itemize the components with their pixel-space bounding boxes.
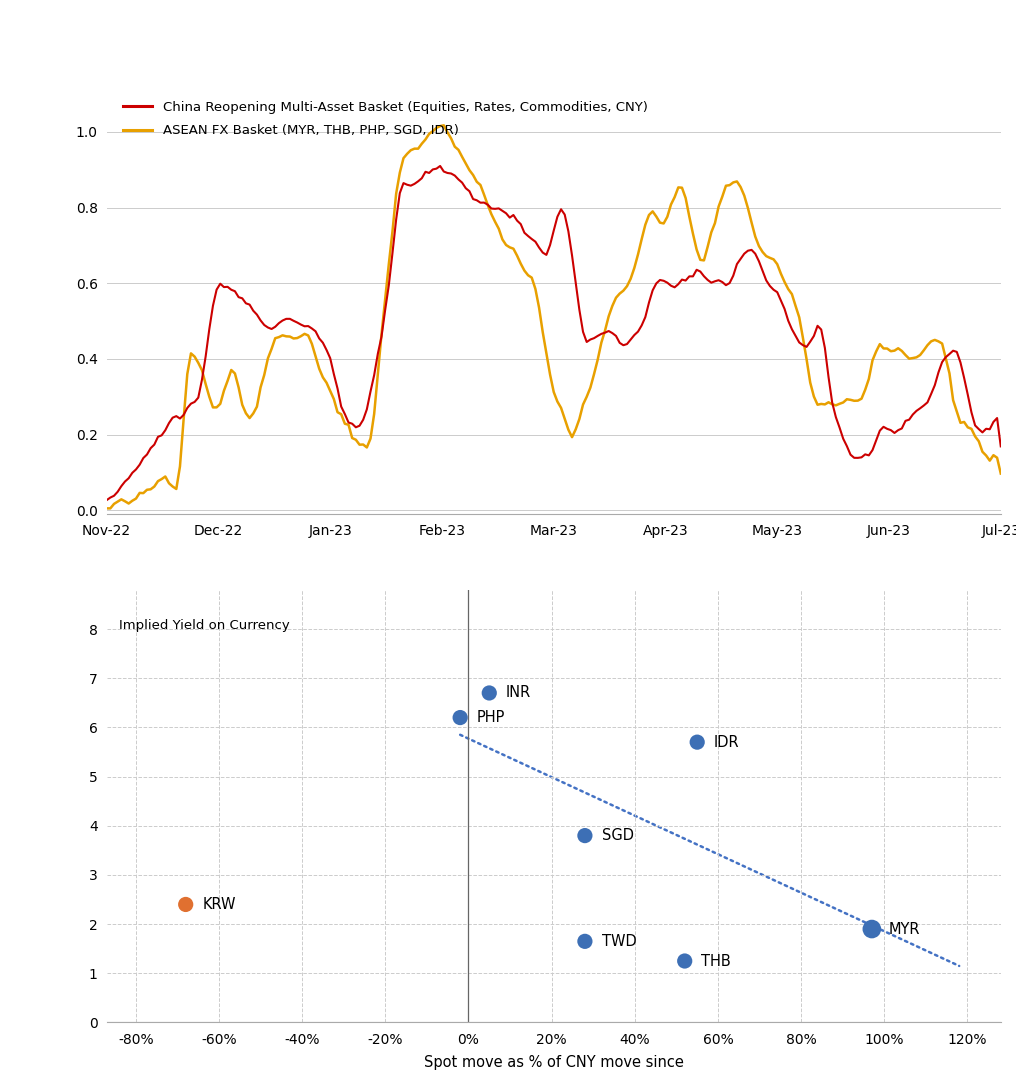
Text: IDR: IDR [714,735,740,750]
Point [452,709,468,726]
Point [482,684,498,701]
Point [689,734,705,751]
Point [677,952,693,969]
Text: KRW: KRW [202,897,236,912]
Text: THB: THB [701,953,732,968]
Text: Implied Yield on Currency: Implied Yield on Currency [119,619,290,632]
Point [577,933,593,950]
Text: MYR: MYR [888,922,919,937]
Text: SGD: SGD [601,828,634,843]
Text: TWD: TWD [601,934,636,949]
Text: INR: INR [506,686,531,700]
Point [178,896,194,913]
Point [864,921,880,938]
Text: The China reopening trade has sharply unwound, taking ASEAN
FX lower with it: The China reopening trade has sharply un… [23,17,722,62]
Text: Currencies with lower yield have moved more with CNY weakness: Currencies with lower yield have moved m… [23,541,748,560]
Legend: China Reopening Multi-Asset Basket (Equities, Rates, Commodities, CNY), ASEAN FX: China Reopening Multi-Asset Basket (Equi… [118,95,652,143]
Point [577,827,593,844]
Text: PHP: PHP [477,710,505,725]
X-axis label: Spot move as % of CNY move since: Spot move as % of CNY move since [424,1055,684,1070]
